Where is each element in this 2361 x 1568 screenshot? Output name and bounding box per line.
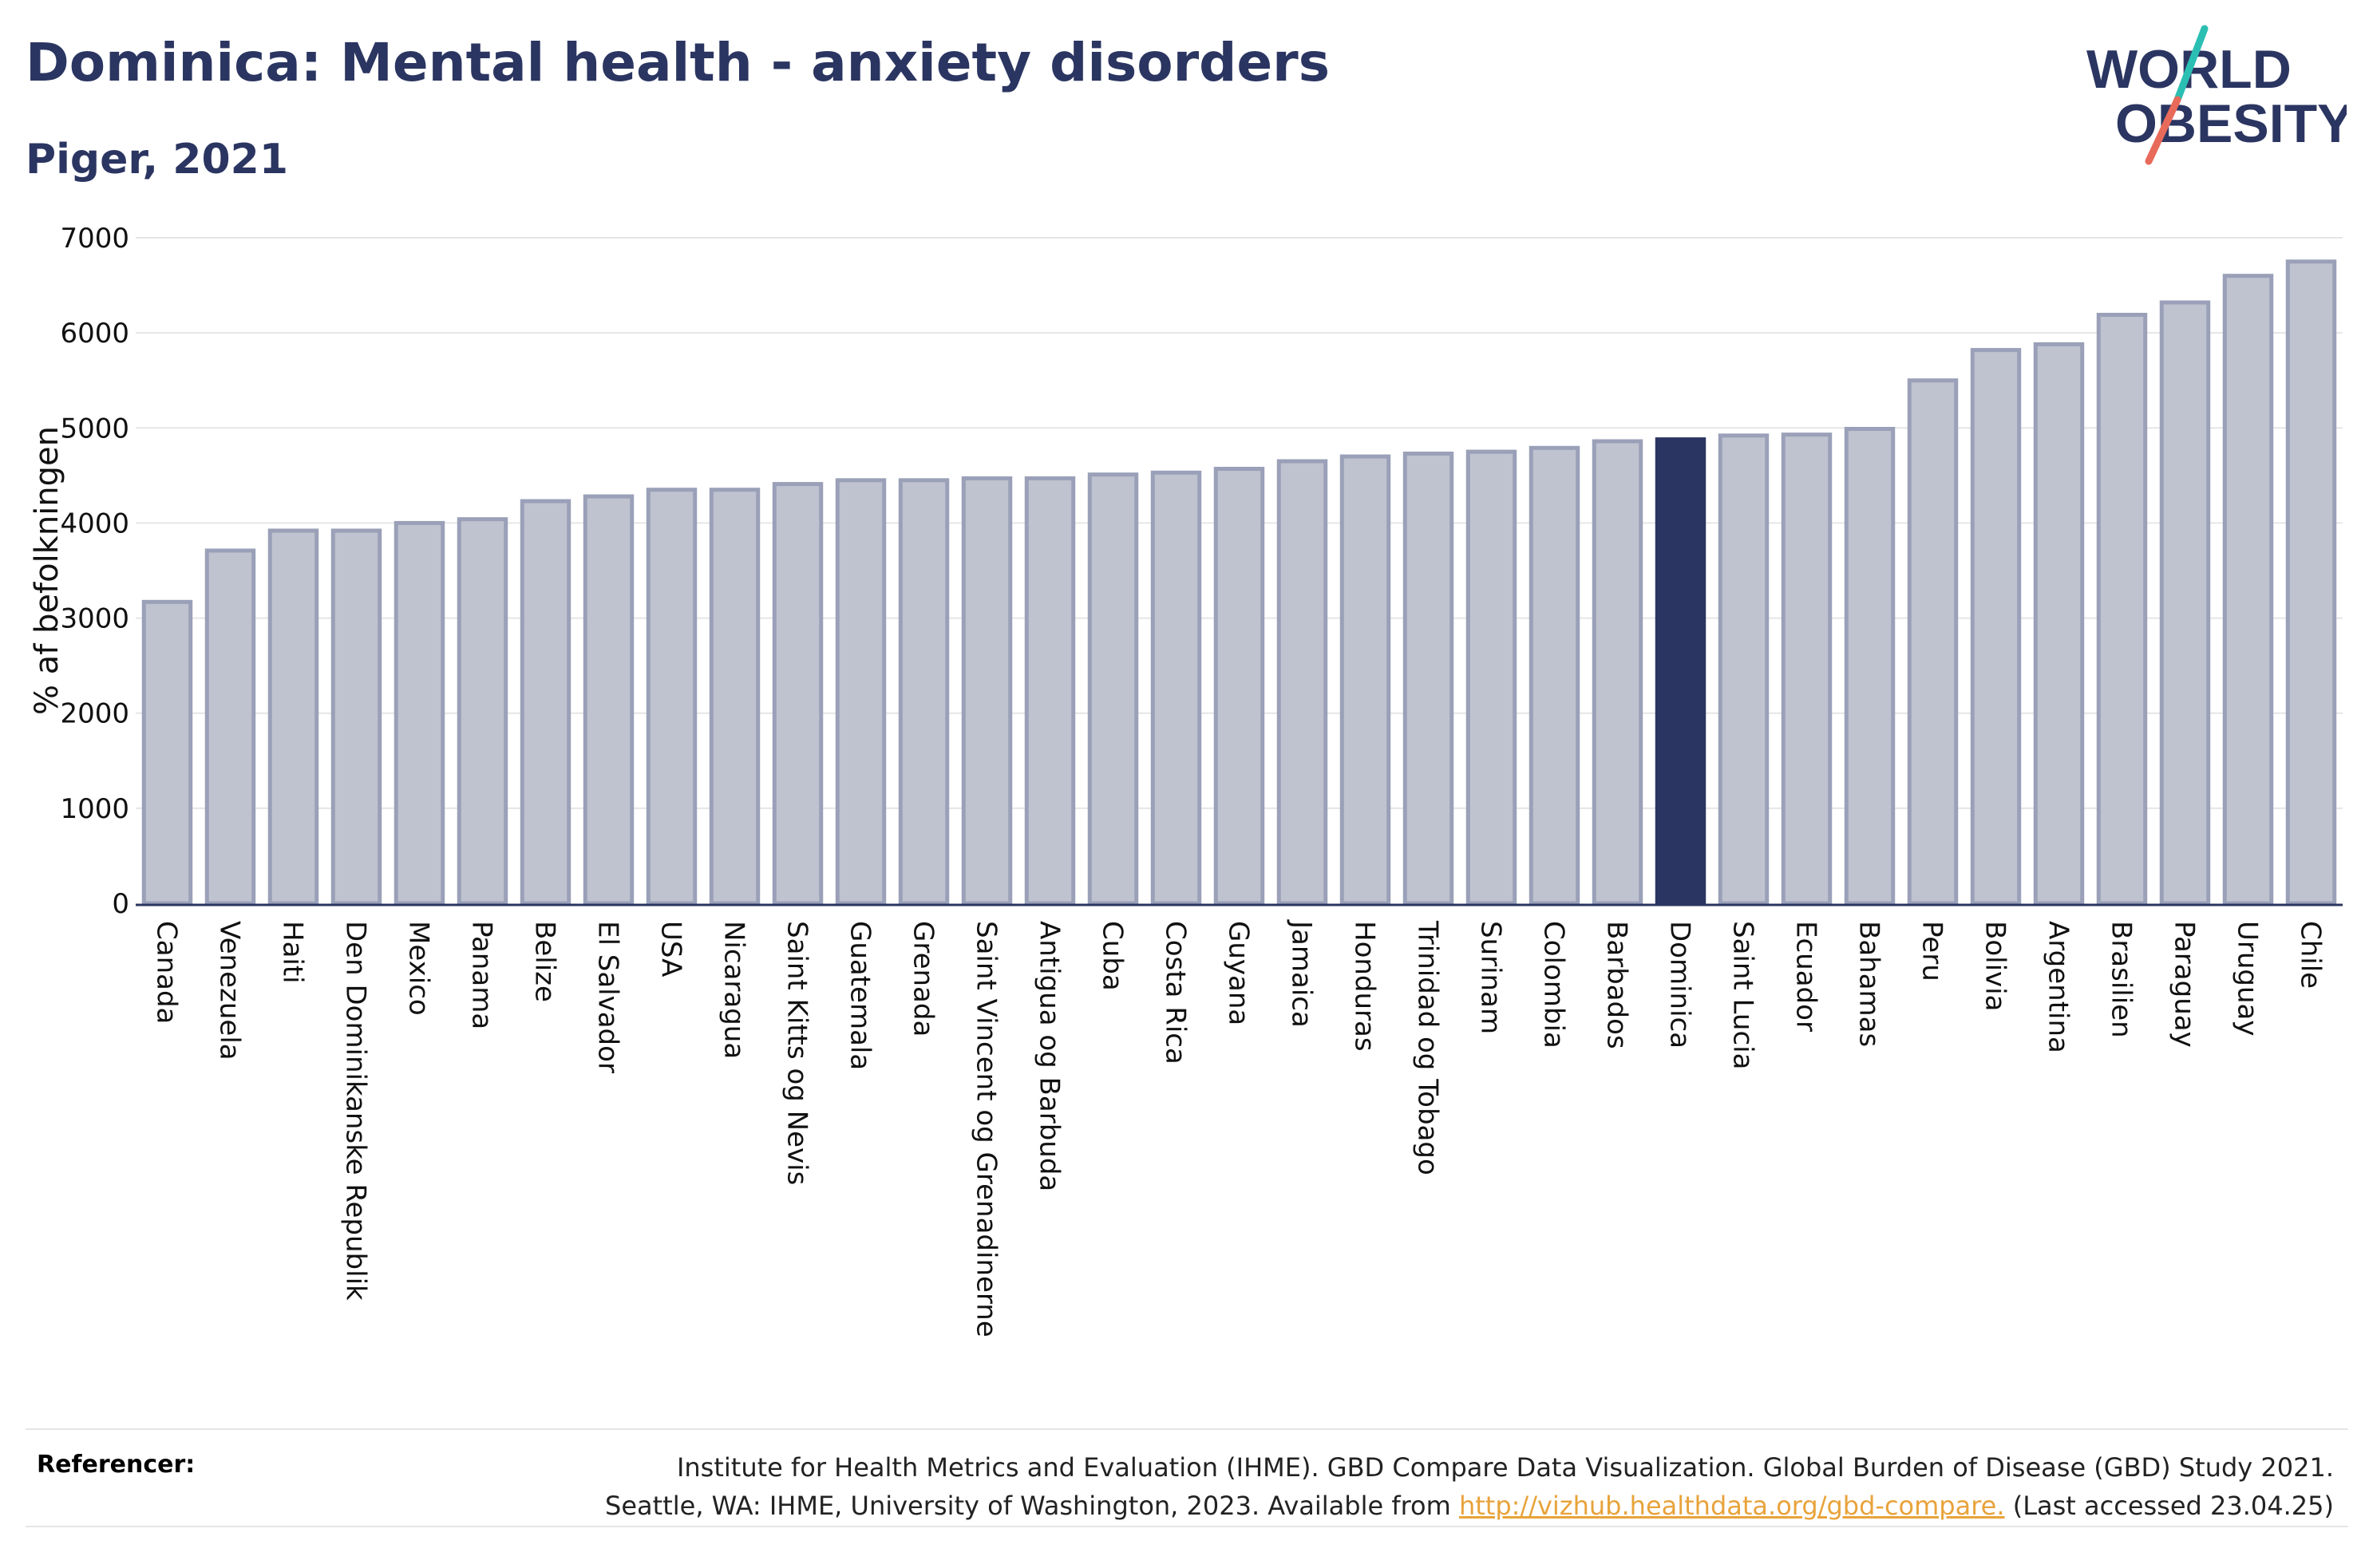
bar xyxy=(1529,445,1580,906)
bar xyxy=(2033,342,2085,906)
bar xyxy=(1402,451,1454,906)
x-tick-label: Cuba xyxy=(1097,921,1129,991)
bar xyxy=(2222,274,2274,906)
y-tick-label: 0 xyxy=(112,888,129,920)
bar xyxy=(583,494,635,906)
x-tick-label: Trinidad og Tobago xyxy=(1412,920,1444,1175)
x-tick-label: Mexico xyxy=(403,921,435,1016)
footer-top-divider xyxy=(26,1428,2348,1430)
x-tick-label: Peru xyxy=(1916,921,1948,981)
bar xyxy=(204,548,256,906)
y-axis-label: % af befolkningen xyxy=(29,426,65,715)
x-tick-label: Brasilien xyxy=(2106,921,2138,1038)
x-tick-label: Saint Kitts og Nevis xyxy=(781,921,813,1185)
bar xyxy=(330,528,382,906)
x-tick-label: Paraguay xyxy=(2169,921,2201,1048)
x-tick-label: Chile xyxy=(2295,921,2327,989)
reference-line-1: Institute for Health Metrics and Evaluat… xyxy=(676,1452,2334,1483)
logo-slash-teal xyxy=(2173,25,2209,104)
bar-chart: 0 1000 2000 3000 4000 5000 6000 7000 % af befolk… xyxy=(29,223,2343,1337)
x-tick-label: Nicaragua xyxy=(718,921,750,1059)
bar xyxy=(141,599,193,906)
x-tick-label: Panama xyxy=(466,921,498,1029)
x-tick-label: Surinam xyxy=(1475,921,1507,1034)
x-tick-label: Guyana xyxy=(1223,921,1255,1025)
chart-title: Dominica: Mental health - anxiety disord… xyxy=(26,32,1330,93)
x-tick-label: Bahamas xyxy=(1853,921,1885,1047)
bar xyxy=(961,476,1013,906)
y-tick-label: 7000 xyxy=(60,223,129,255)
bar xyxy=(1150,470,1202,906)
x-tick-label: Grenada xyxy=(908,921,939,1037)
bar xyxy=(2096,313,2148,906)
reference-line-2: Seattle, WA: IHME, University of Washing… xyxy=(605,1487,2334,1525)
bar xyxy=(1592,439,1643,906)
bar xyxy=(1339,454,1391,906)
x-tick-label: Ecuador xyxy=(1790,921,1822,1032)
references-label: Referencer: xyxy=(37,1451,196,1479)
y-tick-label: 1000 xyxy=(60,793,129,825)
x-tick-label: Honduras xyxy=(1349,921,1381,1052)
bar xyxy=(1844,426,1896,906)
x-tick-label: Jamaica xyxy=(1286,919,1318,1028)
bar xyxy=(1718,433,1770,906)
bar xyxy=(1781,432,1833,906)
y-tick-label: 5000 xyxy=(60,413,129,444)
x-tick-label: Haiti xyxy=(277,921,309,984)
bar xyxy=(394,520,445,906)
reference-line-2-prefix: Seattle, WA: IHME, University of Washing… xyxy=(605,1491,1459,1521)
x-tick-label: Saint Vincent og Grenadinerne xyxy=(971,921,1003,1337)
y-tick-label: 2000 xyxy=(60,698,129,730)
references-text: Institute for Health Metrics and Evaluat… xyxy=(605,1448,2334,1525)
bar xyxy=(267,528,319,906)
bar-highlighted xyxy=(1655,437,1706,906)
reference-line-2-suffix: (Last accessed 23.04.25) xyxy=(2004,1491,2334,1521)
x-tick-label: El Salvador xyxy=(592,921,624,1073)
bar xyxy=(709,488,761,906)
chart-subtitle: Piger, 2021 xyxy=(26,136,289,184)
bar xyxy=(1907,378,1959,906)
world-obesity-logo: WORLD OBESITY xyxy=(2086,25,2347,165)
bar xyxy=(2285,259,2337,906)
x-tick-label: Guatemala xyxy=(844,921,876,1070)
bar xyxy=(898,478,950,906)
x-tick-label: Colombia xyxy=(1538,921,1570,1049)
bar xyxy=(1024,476,1076,906)
y-tick-label: 6000 xyxy=(60,318,129,350)
x-tick-label: Bolivia xyxy=(1979,921,2011,1011)
x-tick-label: Barbados xyxy=(1601,921,1633,1049)
bar xyxy=(2159,300,2211,906)
y-tick-label: 4000 xyxy=(60,508,129,539)
x-tick-label: Saint Lucia xyxy=(1727,921,1759,1069)
x-tick-label: Venezuela xyxy=(214,921,246,1060)
logo-slash-coral xyxy=(2145,96,2181,165)
bar xyxy=(457,517,508,906)
x-tick-label: USA xyxy=(655,921,687,977)
x-tick-label: Den Dominikanske Republik xyxy=(340,921,372,1301)
x-tick-label: Belize xyxy=(529,921,561,1002)
bar xyxy=(1465,449,1517,906)
footer-bottom-divider xyxy=(26,1526,2348,1527)
bar xyxy=(646,488,698,906)
x-tick-label: Argentina xyxy=(2043,921,2074,1053)
bar xyxy=(772,482,824,906)
bar xyxy=(1276,459,1328,906)
bar xyxy=(835,478,887,906)
gbd-compare-link[interactable]: http://vizhub.healthdata.org/gbd-compare… xyxy=(1458,1491,2005,1521)
bar xyxy=(520,499,571,906)
x-tick-label: Antigua og Barbuda xyxy=(1034,921,1066,1191)
y-tick-label: 3000 xyxy=(60,603,129,635)
bar xyxy=(1087,472,1139,906)
x-tick-label: Costa Rica xyxy=(1160,921,1192,1064)
x-tick-label: Uruguay xyxy=(2232,921,2264,1037)
x-tick-label: Dominica xyxy=(1664,921,1696,1049)
x-tick-label: Canada xyxy=(151,921,183,1024)
bar xyxy=(1970,348,2022,906)
bar xyxy=(1213,467,1265,906)
